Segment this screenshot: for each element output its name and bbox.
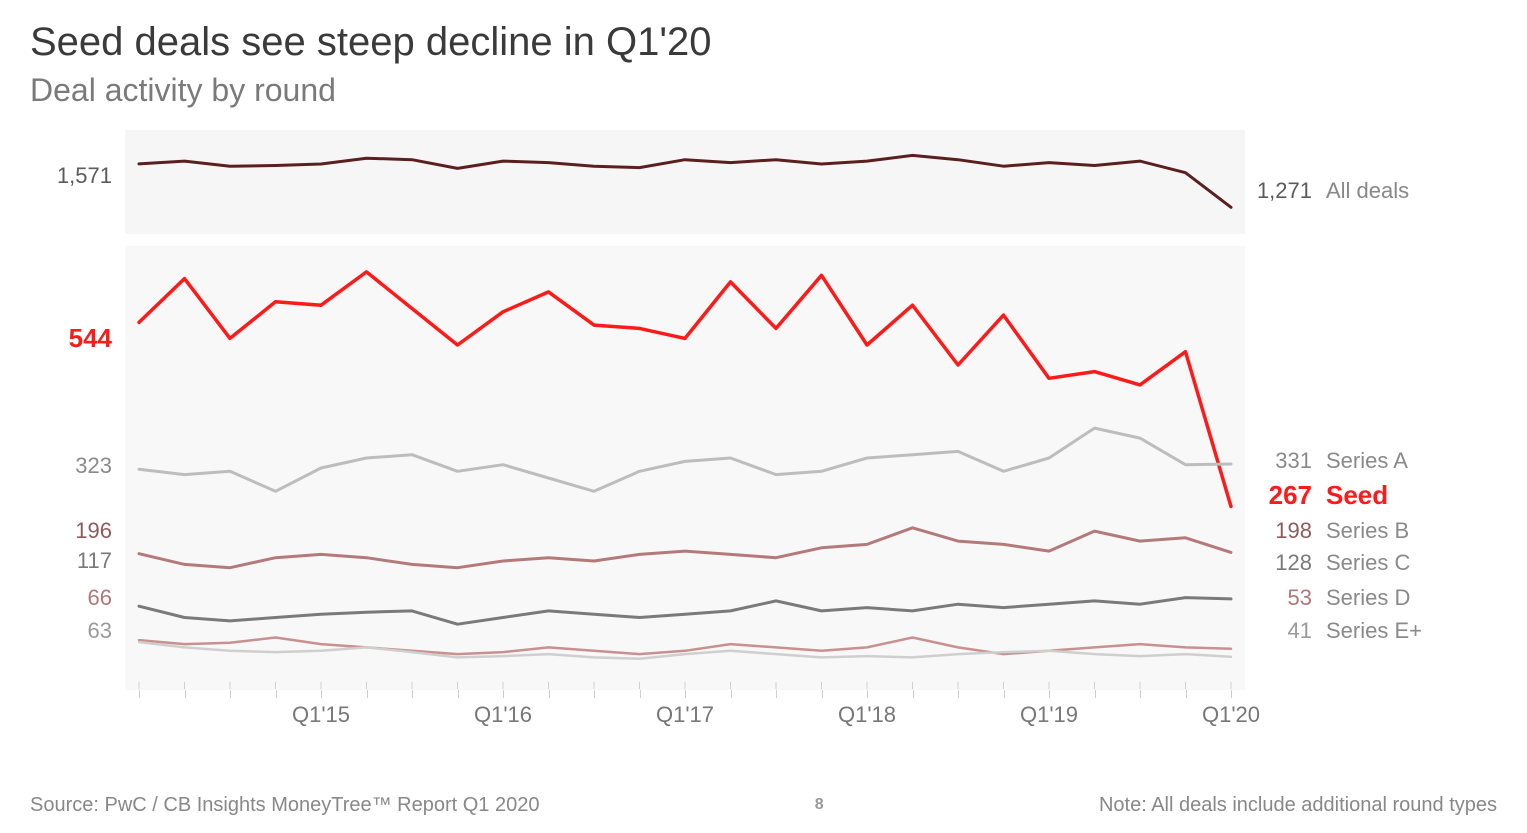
line-layer xyxy=(125,130,1245,690)
end-label-series_a: 331Series A xyxy=(1250,448,1408,474)
xtick xyxy=(458,690,459,698)
xtick xyxy=(185,690,186,698)
xtick xyxy=(594,690,595,698)
xtick xyxy=(731,690,732,698)
xtick xyxy=(1140,690,1141,698)
xtick xyxy=(139,690,140,698)
xtick xyxy=(1186,690,1187,698)
chart-area: 1,571 544 323 196 117 66 63 1,271All deals 267S… xyxy=(30,130,1500,740)
footer-note: Note: All deals include additional round… xyxy=(1099,794,1497,817)
start-value-all_deals: 1,571 xyxy=(57,163,112,189)
xtick xyxy=(913,690,914,698)
x-axis: Q1'15Q1'16Q1'17Q1'18Q1'19Q1'20 xyxy=(125,690,1245,730)
series-series_c xyxy=(139,598,1231,625)
xtick xyxy=(1095,690,1096,698)
end-label-series_b: 198Series B xyxy=(1250,518,1409,544)
series-series_b xyxy=(139,528,1231,568)
start-value-series_a: 323 xyxy=(75,453,112,479)
xtick xyxy=(822,690,823,698)
xtick-label: Q1'17 xyxy=(656,702,714,728)
page-number: 8 xyxy=(815,796,824,814)
xtick xyxy=(1004,690,1005,698)
xtick-label: Q1'16 xyxy=(474,702,532,728)
xtick xyxy=(412,690,413,698)
footer-source: Source: PwC / CB Insights MoneyTree™ Rep… xyxy=(30,794,539,817)
footer: Source: PwC / CB Insights MoneyTree™ Rep… xyxy=(30,791,1497,819)
xtick xyxy=(230,690,231,698)
xtick xyxy=(867,690,868,698)
left-value-labels: 1,571 544 323 196 117 66 63 xyxy=(30,130,120,740)
series-series_a xyxy=(139,428,1231,491)
end-label-series_e: 41Series E+ xyxy=(1250,618,1422,644)
series-all_deals xyxy=(139,155,1231,207)
xtick xyxy=(776,690,777,698)
xtick-label: Q1'20 xyxy=(1202,702,1260,728)
xtick xyxy=(276,690,277,698)
series-seed xyxy=(139,272,1231,507)
xtick xyxy=(685,690,686,698)
start-value-series_e: 63 xyxy=(88,618,112,644)
xtick xyxy=(367,690,368,698)
xtick xyxy=(503,690,504,698)
xtick-label: Q1'18 xyxy=(838,702,896,728)
plot-area xyxy=(125,130,1245,690)
xtick xyxy=(958,690,959,698)
xtick xyxy=(1231,690,1232,698)
chart-title: Seed deals see steep decline in Q1'20 xyxy=(30,20,711,65)
start-value-seed: 544 xyxy=(69,323,112,354)
end-label-seed: 267Seed xyxy=(1250,480,1388,511)
xtick xyxy=(1049,690,1050,698)
chart-subtitle: Deal activity by round xyxy=(30,72,336,109)
xtick xyxy=(640,690,641,698)
xtick-label: Q1'19 xyxy=(1020,702,1078,728)
end-label-all_deals: 1,271All deals xyxy=(1250,178,1409,204)
start-value-series_c: 117 xyxy=(77,548,112,574)
xtick xyxy=(549,690,550,698)
end-label-series_c: 128Series C xyxy=(1250,550,1410,576)
start-value-series_b: 196 xyxy=(75,518,112,544)
xtick-label: Q1'15 xyxy=(292,702,350,728)
start-value-series_d: 66 xyxy=(88,585,112,611)
xtick xyxy=(321,690,322,698)
end-label-series_d: 53Series D xyxy=(1250,585,1410,611)
